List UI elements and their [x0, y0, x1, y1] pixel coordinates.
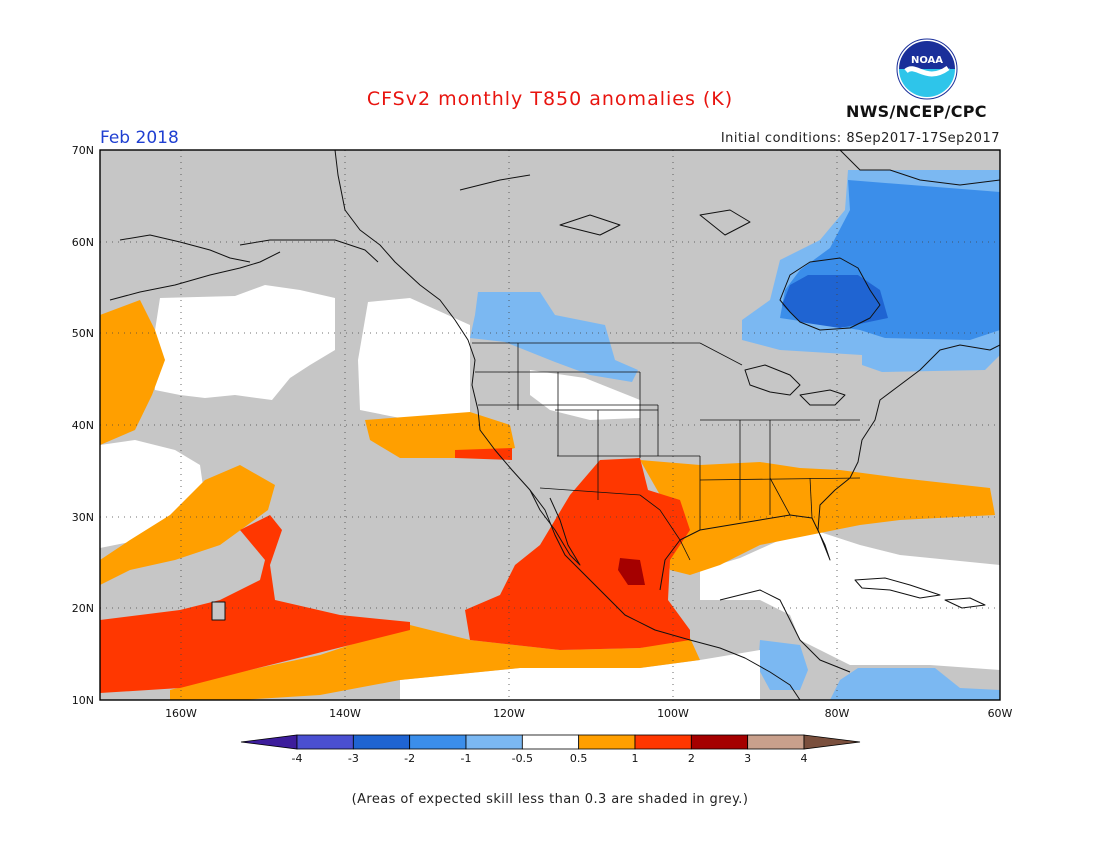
anomaly-white-gulf: [700, 532, 1000, 670]
longitude-labels: 160W 140W 120W 100W 80W 60W: [165, 707, 1012, 720]
lat-label-40n: 40N: [72, 419, 94, 432]
legend-tick-label: 3: [744, 752, 751, 765]
chart-title: CFSv2 monthly T850 anomalies (K): [366, 88, 734, 110]
anomaly-red-california: [455, 448, 512, 460]
lat-label-70n: 70N: [72, 144, 94, 157]
legend-bin-1: [296, 734, 354, 750]
anomaly-red-mexico: [465, 458, 690, 650]
legend-tick-label: -3: [348, 752, 359, 765]
political-boundaries: [472, 342, 861, 561]
noaa-logo: NOAA: [896, 38, 958, 100]
lat-label-50n: 50N: [72, 327, 94, 340]
anomaly-blue-atlantic-south: [830, 668, 1000, 700]
legend-bin-9: [747, 734, 805, 750]
anomaly-orange-tropical-pacific: [170, 625, 700, 700]
legend-bin-3: [409, 734, 467, 750]
color-legend: -4 -3 -2 -1 -0.5 0.5 1 2 3 4: [240, 734, 861, 765]
anomaly-field: [100, 170, 1000, 700]
anomaly-white-north-pacific: [152, 285, 335, 400]
legend-tick-label: -4: [292, 752, 303, 765]
legend-bin-7: [634, 734, 692, 750]
legend-bin-0: [240, 734, 298, 750]
agency-label: NWS/NCEP/CPC: [846, 102, 987, 121]
anomaly-white-northeast-pacific: [358, 298, 470, 418]
anomaly-orange-west-pacific: [100, 300, 165, 445]
legend-bin-2: [352, 734, 411, 750]
legend-tick-label: 1: [632, 752, 639, 765]
anomaly-white-us-interior: [530, 370, 640, 420]
anomaly-blue-pnw: [470, 292, 638, 382]
anomaly-dark-red-mexico: [618, 558, 645, 585]
lon-label-80w: 80W: [825, 707, 850, 720]
anomaly-orange-subtropical-pacific: [100, 465, 275, 585]
anomaly-dark-blue-region: [782, 275, 888, 328]
map-frame: [99, 149, 1001, 701]
initial-conditions: Initial conditions: 8Sep2017-17Sep2017: [720, 131, 1000, 146]
lon-label-160w: 160W: [165, 707, 197, 720]
legend-tick-label: 0.5: [570, 752, 588, 765]
legend-tick-label: -2: [404, 752, 415, 765]
legend-bin-5: [521, 734, 580, 750]
legend-tick-label: -0.5: [512, 752, 533, 765]
lon-label-140w: 140W: [329, 707, 361, 720]
noaa-logo-text: NOAA: [911, 55, 943, 66]
anomaly-blue-caribbean: [758, 640, 808, 690]
lat-label-30n: 30N: [72, 511, 94, 524]
lon-label-60w: 60W: [988, 707, 1013, 720]
latitude-labels: 70N 60N 50N 40N 30N 20N 10N: [72, 144, 94, 707]
lat-label-20n: 20N: [72, 602, 94, 615]
graticule: [100, 150, 1000, 700]
legend-bin-8: [690, 734, 749, 750]
anomaly-white-south: [400, 650, 760, 700]
legend-tick-label: -1: [461, 752, 472, 765]
legend-bin-10: [803, 734, 861, 750]
forecast-period: Feb 2018: [100, 128, 179, 148]
lat-label-10n: 10N: [72, 694, 94, 707]
anomaly-orange-south-us: [640, 460, 995, 575]
skill-footnote: (Areas of expected skill less than 0.3 a…: [351, 792, 749, 807]
coastlines: [109, 150, 1000, 700]
anomaly-white-west: [100, 440, 205, 548]
legend-bin-6: [578, 734, 636, 750]
anomaly-orange-california: [365, 412, 515, 458]
legend-tick-label: 4: [801, 752, 808, 765]
lat-label-60n: 60N: [72, 236, 94, 249]
lon-label-100w: 100W: [657, 707, 689, 720]
legend-tick-label: 2: [688, 752, 695, 765]
lon-label-120w: 120W: [493, 707, 525, 720]
anomaly-red-hawaii-band: [100, 515, 410, 693]
legend-bin-4: [465, 734, 523, 750]
